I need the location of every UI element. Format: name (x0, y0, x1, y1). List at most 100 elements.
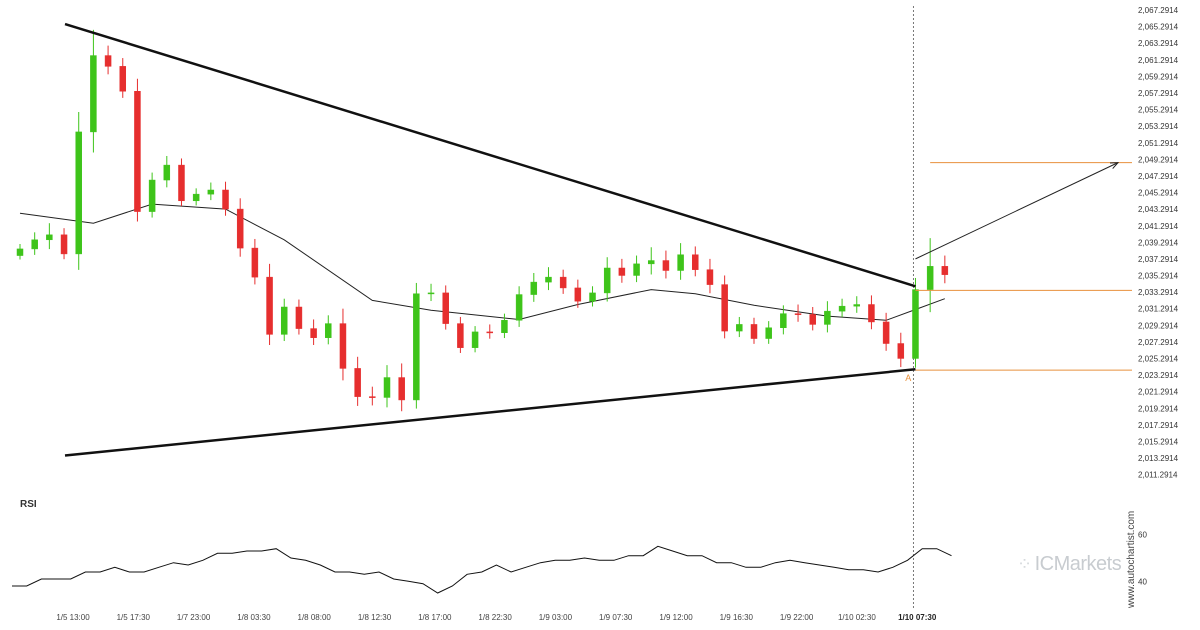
price-tick-label: 2,057.2914 (1138, 89, 1179, 98)
candle-body (515, 294, 523, 321)
level-lines: A (905, 162, 1132, 383)
candlesticks (16, 29, 949, 412)
time-tick-label: 1/10 02:30 (838, 613, 876, 622)
time-tick-label: 1/9 07:30 (599, 613, 633, 622)
candle-body (530, 281, 538, 295)
candle-body (647, 260, 655, 265)
candle-body (677, 254, 684, 271)
candle-body (310, 328, 317, 338)
time-tick-label: 1/5 13:00 (56, 613, 90, 622)
price-tick-label: 2,029.2914 (1138, 321, 1179, 330)
time-tick-label: 1/8 17:00 (418, 613, 452, 622)
candle-body (369, 396, 376, 398)
price-tick-label: 2,043.2914 (1138, 205, 1179, 214)
time-tick-label: 1/9 03:00 (539, 613, 573, 622)
candle-body (339, 323, 347, 369)
time-tick-label: 1/5 17:30 (117, 613, 151, 622)
price-tick-label: 2,027.2914 (1138, 338, 1179, 347)
candle-body (486, 331, 494, 334)
candle-body (941, 266, 949, 275)
price-tick-label: 2,053.2914 (1138, 122, 1179, 131)
candle-body (104, 55, 112, 67)
candle-body (46, 234, 53, 241)
candle-body (75, 131, 82, 255)
projection-arrow (915, 162, 1119, 260)
candle-body (354, 368, 361, 397)
time-tick-label: 1/10 07:30 (898, 613, 937, 622)
moving-average (19, 203, 945, 321)
moving-average-line (19, 203, 945, 321)
price-tick-label: 2,025.2914 (1138, 355, 1179, 364)
time-tick-label: 1/8 22:30 (478, 613, 512, 622)
candle-body (427, 292, 435, 295)
candle-body (794, 313, 802, 315)
price-tick-label: 2,021.2914 (1138, 388, 1179, 397)
arrow-head-icon (1109, 162, 1120, 169)
rsi-path (12, 545, 952, 594)
time-tick-label: 1/9 22:00 (780, 613, 814, 622)
rsi-axis: 60 40 (1138, 531, 1147, 587)
candle-body (574, 287, 582, 302)
candle-body (882, 321, 890, 344)
time-axis: 1/5 13:00 1/5 17:30 1/7 23:00 1/8 03:30 1/8 … (56, 613, 937, 622)
price-tick-label: 2,045.2914 (1138, 189, 1179, 198)
price-tick-label: 2,051.2914 (1138, 139, 1179, 148)
price-tick-label: 2,033.2914 (1138, 288, 1179, 297)
candle-body (222, 189, 229, 210)
candle-body (692, 254, 699, 270)
price-tick-label: 2,011.2914 (1138, 471, 1178, 480)
point-label: A (905, 373, 911, 383)
candle-body (16, 248, 24, 256)
price-tick-label: 2,035.2914 (1138, 272, 1179, 281)
time-tick-label: 1/9 16:30 (720, 613, 754, 622)
candle-body (163, 164, 171, 181)
dots-icon: ⁘ (1017, 554, 1032, 574)
rsi-line (12, 545, 952, 594)
candle-body (736, 324, 743, 332)
candle-body (501, 320, 508, 333)
candle-body (662, 260, 670, 271)
price-tick-label: 2,047.2914 (1138, 172, 1179, 181)
candle-body (824, 310, 831, 325)
price-tick-label: 2,041.2914 (1138, 222, 1179, 231)
candle-body (251, 247, 259, 278)
candle-body (413, 293, 420, 401)
candle-body (119, 66, 127, 92)
watermark-text: ICMarkets (1034, 553, 1122, 575)
candle-body (471, 331, 479, 348)
candle-body (31, 239, 38, 250)
candle-body (178, 164, 185, 202)
candle-body (809, 314, 816, 325)
price-tick-label: 2,013.2914 (1138, 454, 1179, 463)
price-tick-label: 2,055.2914 (1138, 106, 1179, 115)
price-tick-label: 2,063.2914 (1138, 39, 1179, 48)
rsi-tick-label: 60 (1138, 531, 1147, 540)
pattern-lines (64, 22, 916, 457)
candle-body (765, 327, 772, 339)
candle-body (706, 269, 714, 285)
price-tick-label: 2,019.2914 (1138, 404, 1179, 413)
candle-body (148, 179, 156, 212)
candle-body (838, 305, 846, 312)
candle-body (280, 306, 288, 335)
candle-body (236, 208, 244, 249)
candle-body (134, 91, 141, 212)
price-axis: 2,067.2914 2,065.2914 2,063.2914 2,061.2914… (1138, 6, 1179, 480)
price-tick-label: 2,023.2914 (1138, 371, 1179, 380)
price-tick-label: 2,049.2914 (1138, 155, 1179, 164)
time-tick-label: 1/8 08:00 (298, 613, 332, 622)
icmarkets-logo: ⁘ ICMarkets (1017, 553, 1122, 576)
rsi-title: RSI (20, 499, 37, 510)
candle-body (589, 292, 596, 302)
price-tick-label: 2,059.2914 (1138, 72, 1179, 81)
candle-body (926, 266, 934, 290)
candle-body (721, 284, 728, 332)
candle-body (457, 323, 464, 348)
time-tick-label: 1/8 03:30 (237, 613, 271, 622)
price-tick-label: 2,039.2914 (1138, 238, 1179, 247)
candle-body (325, 323, 332, 338)
price-tick-label: 2,065.2914 (1138, 23, 1179, 32)
candle-body (398, 377, 405, 401)
time-tick-label: 1/8 12:30 (358, 613, 392, 622)
